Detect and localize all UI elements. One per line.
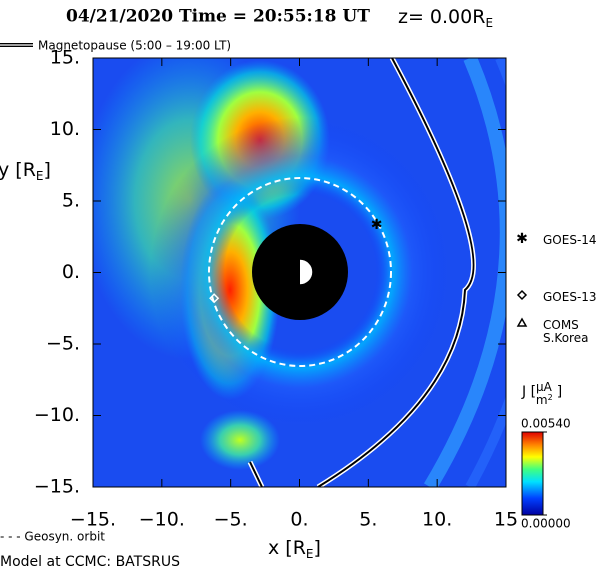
chart-title: 04/21/2020 Time = 20:55:18 UT (66, 7, 370, 27)
colorbar-tick-label: 0.00540 (521, 417, 571, 431)
footer: Model at CCMC: BATSRUS (0, 554, 180, 570)
legend-label: COMS S.Korea (543, 318, 588, 345)
x-tick-label: −5. (214, 509, 248, 531)
legend-label: GOES-13 (543, 290, 597, 304)
y-tick-label: 0. (62, 261, 80, 283)
y-tick-label: −5. (46, 333, 80, 355)
geosyn-label: - - - Geosyn. orbit (0, 530, 105, 544)
x-tick-label: 5. (359, 509, 377, 531)
y-tick-label: 15. (50, 47, 80, 69)
y-tick-label: 5. (62, 190, 80, 212)
y-tick-label: 10. (50, 118, 80, 140)
legend-symbol (516, 289, 528, 301)
colorbar-label: J [μA m2] (521, 380, 562, 407)
z-label: z= 0.00RE (398, 6, 493, 30)
y-axis-label: y [RE] (0, 159, 51, 183)
legend-label: GOES-14 (543, 233, 597, 247)
magnetopause-label: Magnetopause (5:00 – 19:00 LT) (38, 39, 231, 53)
colorbar (521, 431, 544, 516)
x-tick-label: 15 (494, 509, 518, 531)
x-tick-label: −15. (70, 509, 116, 531)
y-tick-label: −10. (34, 404, 80, 426)
x-tick-label: −10. (139, 509, 185, 531)
legend-symbol: ✱ (516, 231, 528, 247)
satellite-point: ✱ (371, 217, 383, 233)
x-tick-label: 0. (290, 509, 308, 531)
title: 04/21/2020 Time = 20:55:18 UT z= 0.00RE (66, 6, 493, 30)
y-tick-label: −15. (34, 476, 80, 498)
legend-symbol (516, 317, 528, 327)
x-axis-label: x [RE] (268, 537, 321, 561)
satellite-point (209, 293, 220, 304)
colorbar-tick-label: 0.00000 (521, 517, 571, 531)
field (93, 58, 506, 487)
x-tick-label: 10. (422, 509, 452, 531)
